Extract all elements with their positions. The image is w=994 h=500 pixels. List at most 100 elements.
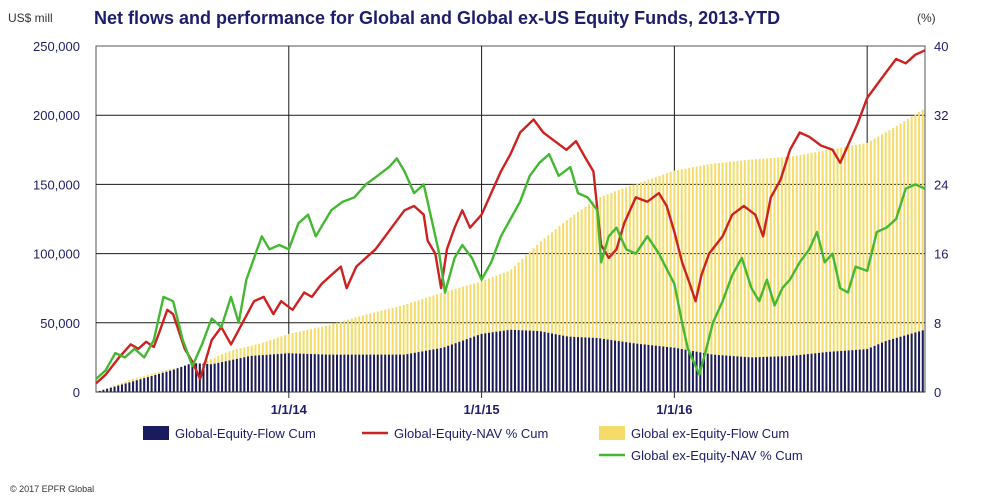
bar-global-equity-flow [469, 337, 472, 392]
bar-global-equity-flow [921, 330, 924, 392]
bar-global-equity-flow [565, 336, 568, 392]
copyright: © 2017 EPFR Global [10, 484, 94, 494]
bar-global-equity-flow [751, 357, 754, 392]
bar-global-ex-equity-flow [413, 301, 416, 392]
bar-global-ex-equity-flow [821, 150, 824, 392]
bar-global-ex-equity-flow [751, 159, 754, 392]
bar-global-ex-equity-flow [576, 212, 579, 392]
legend: Global-Equity-Flow Cum Global-Equity-NAV … [143, 426, 803, 463]
bar-global-equity-flow [424, 350, 427, 392]
bar-global-ex-equity-flow [814, 152, 817, 392]
bar-global-ex-equity-flow [721, 162, 724, 392]
bar-global-equity-flow [703, 353, 706, 392]
bar-global-equity-flow [684, 349, 687, 392]
bar-global-ex-equity-flow [706, 164, 709, 392]
bar-global-equity-flow [769, 356, 772, 392]
bar-global-equity-flow [495, 331, 498, 392]
bar-global-ex-equity-flow [836, 148, 839, 392]
bar-global-equity-flow [399, 354, 402, 392]
bar-global-ex-equity-flow [610, 192, 613, 392]
bar-global-equity-flow [640, 344, 643, 392]
bar-global-equity-flow [176, 368, 179, 392]
bar-global-equity-flow [788, 356, 791, 392]
bar-global-equity-flow [662, 346, 665, 392]
bar-global-ex-equity-flow [669, 171, 672, 392]
bar-global-ex-equity-flow [769, 158, 772, 392]
bar-global-ex-equity-flow [628, 185, 631, 392]
bar-global-equity-flow [610, 340, 613, 392]
bar-global-ex-equity-flow [643, 180, 646, 392]
bar-global-equity-flow [606, 339, 609, 392]
bar-global-equity-flow [691, 351, 694, 392]
bar-global-equity-flow [473, 336, 476, 392]
bar-global-ex-equity-flow [810, 152, 813, 392]
bar-global-equity-flow [335, 354, 338, 392]
bar-global-ex-equity-flow [573, 214, 576, 392]
bar-global-equity-flow [847, 350, 850, 392]
bar-global-equity-flow [643, 344, 646, 392]
y-left-tick-label: 150,000 [33, 177, 80, 192]
line-global-equity-nav [95, 49, 926, 385]
bar-global-equity-flow [725, 355, 728, 392]
bar-global-equity-flow [632, 343, 635, 392]
bar-global-equity-flow [109, 387, 112, 392]
bar-global-equity-flow [521, 330, 524, 392]
bar-global-equity-flow [584, 337, 587, 392]
bar-global-equity-flow [439, 348, 442, 392]
bar-global-equity-flow [413, 352, 416, 392]
bar-global-equity-flow [380, 354, 383, 392]
bar-global-ex-equity-flow [436, 294, 439, 392]
bar-global-equity-flow [484, 333, 487, 392]
bar-global-ex-equity-flow [439, 293, 442, 392]
bar-global-equity-flow [706, 353, 709, 392]
bar-global-equity-flow [347, 354, 350, 392]
y-left-tick-label: 200,000 [33, 108, 80, 123]
bar-global-equity-flow [621, 341, 624, 392]
bar-global-ex-equity-flow [892, 127, 895, 392]
bar-global-ex-equity-flow [565, 220, 568, 392]
legend-label: Global ex-Equity-Flow Cum [631, 426, 789, 441]
bar-global-ex-equity-flow [758, 158, 761, 392]
bar-global-equity-flow [343, 354, 346, 392]
bar-global-equity-flow [221, 362, 224, 392]
y-right-tick-label: 16 [934, 247, 948, 262]
bar-global-equity-flow [165, 371, 168, 392]
bar-global-equity-flow [777, 356, 780, 392]
y-left-tick-label: 250,000 [33, 39, 80, 54]
bar-global-equity-flow [113, 386, 116, 392]
bar-global-ex-equity-flow [658, 175, 661, 392]
bar-global-ex-equity-flow [636, 183, 639, 392]
bar-global-equity-flow [161, 372, 164, 392]
bar-global-equity-flow [454, 343, 457, 392]
bar-global-ex-equity-flow [632, 184, 635, 392]
chart-title: Net flows and performance for Global and… [94, 8, 780, 28]
bar-global-equity-flow [258, 355, 261, 392]
bar-global-ex-equity-flow [803, 154, 806, 392]
bar-global-equity-flow [599, 338, 602, 392]
bar-global-equity-flow [647, 344, 650, 392]
bar-global-equity-flow [773, 356, 776, 392]
legend-label: Global ex-Equity-NAV % Cum [631, 448, 803, 463]
bar-global-ex-equity-flow [736, 161, 739, 392]
bar-global-ex-equity-flow [543, 238, 546, 392]
bar-global-equity-flow [436, 348, 439, 392]
bar-global-ex-equity-flow [584, 206, 587, 392]
bar-global-equity-flow [758, 357, 761, 392]
bar-global-ex-equity-flow [595, 198, 598, 392]
bar-global-ex-equity-flow [528, 251, 531, 392]
bar-global-ex-equity-flow [780, 157, 783, 392]
bar-global-equity-flow [536, 330, 539, 392]
bar-global-equity-flow [310, 354, 313, 392]
bar-global-equity-flow [465, 339, 468, 392]
bar-global-equity-flow [517, 330, 520, 392]
bar-global-equity-flow [903, 335, 906, 392]
bar-global-ex-equity-flow [462, 286, 465, 392]
bar-global-equity-flow [269, 354, 272, 392]
bar-global-ex-equity-flow [614, 191, 617, 392]
bar-global-equity-flow [669, 347, 672, 392]
bar-global-ex-equity-flow [906, 118, 909, 393]
bar-global-equity-flow [206, 364, 209, 392]
bar-global-equity-flow [651, 345, 654, 392]
bar-global-equity-flow [829, 351, 832, 392]
